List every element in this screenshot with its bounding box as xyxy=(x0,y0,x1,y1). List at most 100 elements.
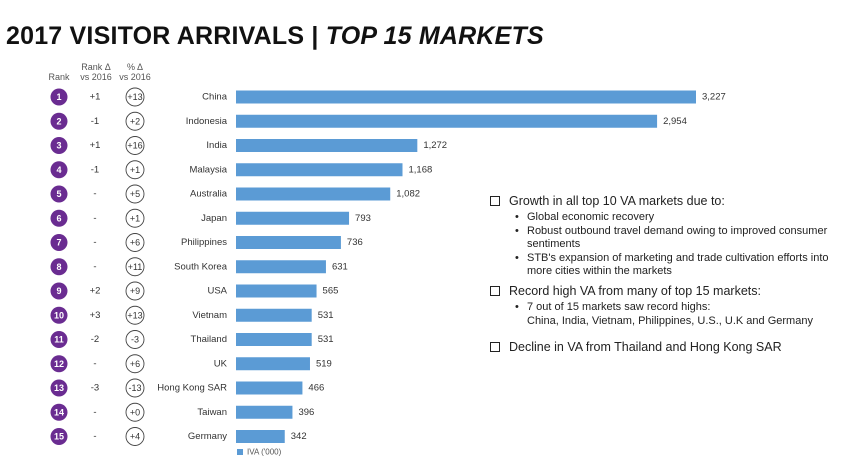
pct-change-circle xyxy=(125,427,145,446)
pct-change-label: +6 xyxy=(130,359,140,369)
note-heading-decline: Decline in VA from Thailand and Hong Kon… xyxy=(489,340,849,354)
data-label: 3,227 xyxy=(702,92,726,103)
header-rank: Rank xyxy=(48,72,70,82)
data-label: 519 xyxy=(316,358,332,369)
pct-change-circle xyxy=(125,184,145,204)
pct-change-circle xyxy=(125,305,145,325)
pct-change-circle xyxy=(125,160,145,180)
rank-number: 10 xyxy=(54,310,64,320)
bar xyxy=(236,114,658,128)
pct-change-label: +4 xyxy=(130,432,140,442)
rank-number: 5 xyxy=(56,189,61,199)
category-label: Germany xyxy=(188,431,227,442)
rank-number: 8 xyxy=(56,262,61,272)
bar xyxy=(236,430,285,443)
data-label: 793 xyxy=(355,213,371,224)
rank-number: 9 xyxy=(56,286,61,296)
rank-change-label: +1 xyxy=(90,92,101,103)
rank-circle xyxy=(50,282,68,300)
pct-change-circle xyxy=(125,257,145,277)
category-label: Philippines xyxy=(181,237,227,248)
bar xyxy=(236,211,350,225)
note-item: Robust outbound travel demand owing to i… xyxy=(515,225,849,251)
bar xyxy=(236,187,391,201)
pct-change-circle xyxy=(125,330,145,349)
bar xyxy=(236,90,696,104)
category-label: Malaysia xyxy=(190,164,228,175)
pct-change-circle xyxy=(125,354,145,374)
rank-change-label: - xyxy=(93,213,96,224)
category-label: Hong Kong SAR xyxy=(157,383,227,394)
pct-change-label: -13 xyxy=(128,383,141,393)
rank-number: 3 xyxy=(56,141,61,151)
pct-change-label: +13 xyxy=(127,92,142,102)
note-heading-growth: Growth in all top 10 VA markets due to: xyxy=(489,194,849,208)
data-label: 2,954 xyxy=(663,116,687,127)
rank-circle xyxy=(50,112,68,130)
pct-change-label: +9 xyxy=(130,286,140,296)
note-heading-record: Record high VA from many of top 15 marke… xyxy=(489,284,849,298)
title-main: 2017 VISITOR ARRIVALS | xyxy=(6,22,326,50)
pct-change-circle xyxy=(125,208,145,228)
category-label: India xyxy=(206,140,227,151)
legend-swatch xyxy=(237,449,243,455)
pct-change-label: -3 xyxy=(131,335,139,345)
rank-change-label: -2 xyxy=(91,334,99,345)
bar xyxy=(236,405,293,419)
category-label: South Korea xyxy=(174,261,228,272)
note-list-growth: Global economic recovery Robust outbound… xyxy=(489,211,849,278)
data-label: 1,272 xyxy=(423,140,447,151)
data-label: 1,082 xyxy=(396,189,420,200)
pct-change-circle xyxy=(125,378,145,398)
rank-circle xyxy=(50,88,68,106)
rank-number: 7 xyxy=(56,238,61,248)
rank-change-label: +1 xyxy=(90,140,101,151)
bar xyxy=(236,333,312,346)
data-label: 736 xyxy=(347,237,363,248)
note-list-record: 7 out of 15 markets saw record highs: xyxy=(489,301,849,314)
rank-number: 11 xyxy=(54,335,64,345)
legend-label: IVA ('000) xyxy=(247,448,282,457)
data-label: 631 xyxy=(332,261,348,272)
rank-number: 1 xyxy=(56,92,61,102)
rank-number: 6 xyxy=(56,213,61,223)
pct-change-label: +5 xyxy=(130,189,140,199)
rank-number: 4 xyxy=(56,165,61,175)
category-label: Vietnam xyxy=(192,310,227,321)
pct-change-label: +1 xyxy=(130,165,140,175)
rank-circle xyxy=(50,209,68,227)
rank-change-label: -1 xyxy=(91,164,99,175)
data-label: 342 xyxy=(291,431,307,442)
rank-circle xyxy=(50,306,68,324)
rank-circle xyxy=(50,161,68,179)
pct-change-label: +11 xyxy=(128,262,143,272)
rank-number: 15 xyxy=(54,432,64,442)
bar xyxy=(236,381,303,395)
pct-change-circle xyxy=(125,111,145,131)
category-label: Thailand xyxy=(191,334,227,345)
category-label: Australia xyxy=(190,189,228,200)
category-label: Indonesia xyxy=(186,116,228,127)
bar xyxy=(236,308,312,322)
rank-change-label: +2 xyxy=(90,286,101,297)
title-italic: TOP 15 MARKETS xyxy=(325,22,544,50)
rank-change-label: - xyxy=(93,431,96,442)
rank-change-label: - xyxy=(93,237,96,248)
data-label: 1,168 xyxy=(408,164,432,175)
bar xyxy=(236,139,418,152)
pct-change-circle xyxy=(125,233,145,252)
page-title: 2017 VISITOR ARRIVALS | TOP 15 MARKETS xyxy=(6,22,544,51)
bar xyxy=(236,260,326,274)
note-sub-record: China, India, Vietnam, Philippines, U.S.… xyxy=(527,315,813,327)
rank-number: 13 xyxy=(54,383,64,393)
rank-circle xyxy=(50,185,68,203)
rank-circle xyxy=(50,403,68,421)
pct-change-label: +1 xyxy=(130,213,140,223)
data-label: 531 xyxy=(318,334,334,345)
pct-change-circle xyxy=(125,281,145,301)
rank-change-label: +3 xyxy=(90,310,101,321)
rank-change-label: - xyxy=(93,261,96,272)
category-label: China xyxy=(202,92,228,103)
